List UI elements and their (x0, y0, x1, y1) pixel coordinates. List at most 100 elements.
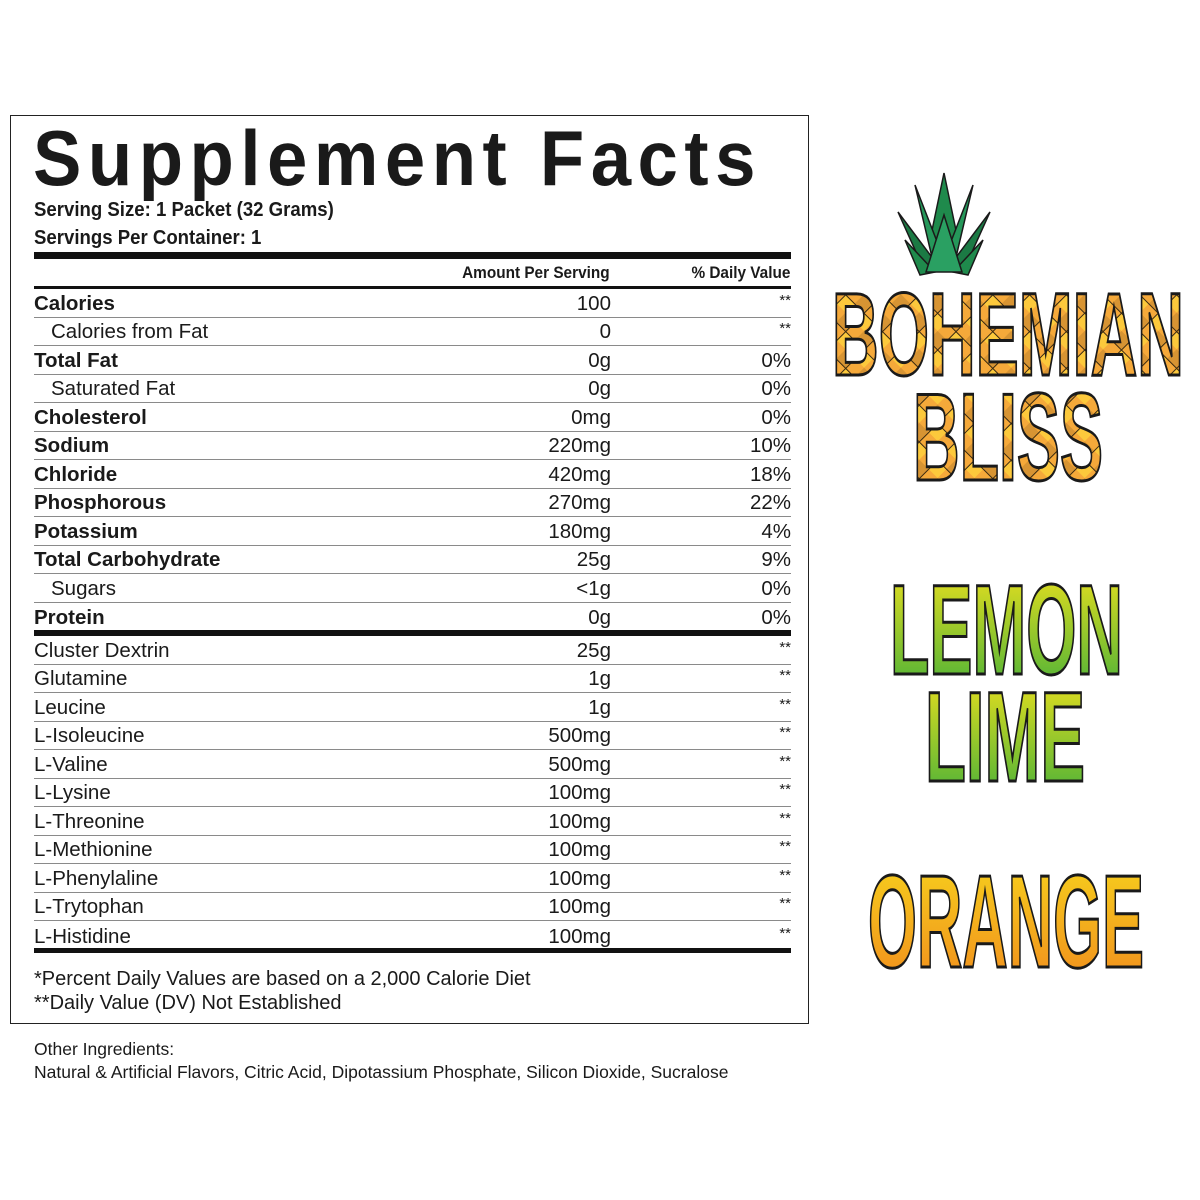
nutrient-amount: 0g (588, 348, 611, 372)
ingredient-row: Glutamine 1g ** (34, 665, 791, 693)
panel-title: Supplement Facts (33, 114, 762, 202)
servings-per-container: Servings Per Container: 1 (34, 227, 262, 249)
nutrient-amount: 25g (576, 548, 611, 571)
nutrient-amount: 0g (588, 377, 611, 400)
nutrient-name: Chloride (34, 462, 118, 486)
nutrient-daily-value: 4% (761, 519, 791, 543)
supplement-facts-panel: Supplement Facts Serving Size: 1 Packet … (10, 115, 809, 1024)
nutrient-name: Total Fat (34, 348, 118, 372)
nutrient-amount: 180mg (548, 519, 611, 543)
footnote-daily-values: *Percent Daily Values are based on a 2,0… (34, 968, 531, 990)
nutrient-row: Calories 100 ** (34, 289, 791, 318)
nutrient-name: Potassium (34, 519, 138, 543)
nutrient-row: Potassium 180mg 4% (34, 517, 791, 546)
ingredient-name: L-Methionine (34, 838, 153, 861)
ingredient-amount: 500mg (548, 752, 611, 776)
flavor-lemon-line1: LEMON (890, 559, 1123, 702)
nutrient-amount: 0g (588, 606, 611, 629)
nutrient-amount: 0mg (571, 405, 611, 429)
flavor-logos: BOHEMIAN BLISS LEMON LIME ORANGE (831, 172, 1186, 990)
nutrient-name: Saturated Fat (51, 377, 176, 400)
ingredient-daily-value: ** (779, 838, 791, 855)
nutrient-name: Total Carbohydrate (34, 548, 221, 571)
ingredient-daily-value: ** (779, 695, 791, 713)
nutrient-name: Calories from Fat (51, 320, 209, 343)
nutrient-daily-value: 0% (761, 576, 791, 600)
ingredient-daily-value: ** (779, 667, 791, 684)
other-ingredients-label: Other Ingredients: (34, 1039, 175, 1059)
ingredient-row: L-Threonine 100mg ** (34, 807, 791, 836)
nutrient-daily-value: 0% (761, 377, 791, 400)
ingredient-name: Cluster Dextrin (34, 638, 170, 662)
ingredient-row: L-Histidine 100mg ** (34, 921, 791, 950)
nutrient-amount: <1g (576, 576, 611, 600)
ingredient-daily-value: ** (779, 866, 791, 884)
nutrient-name: Calories (34, 291, 115, 315)
nutrient-amount: 100 (576, 291, 611, 315)
nutrient-amount: 270mg (548, 491, 611, 514)
nutrient-amount: 0 (599, 320, 611, 343)
ingredient-rows: Cluster Dextrin 25g ** Glutamine 1g ** Leucine… (34, 636, 791, 950)
nutrient-daily-value: ** (779, 291, 791, 309)
nutrient-row: Saturated Fat 0g 0% (34, 375, 791, 403)
ingredient-amount: 25g (576, 638, 611, 662)
nutrient-row: Total Fat 0g 0% (34, 346, 791, 375)
ingredient-name: L-Isoleucine (34, 724, 145, 747)
nutrient-daily-value: 18% (749, 462, 791, 486)
nutrient-amount: 420mg (548, 462, 611, 486)
ingredient-name: Glutamine (34, 667, 128, 690)
nutrient-daily-value: 0% (761, 348, 791, 372)
nutrient-rows: Calories 100 ** Calories from Fat 0 ** Total F… (34, 289, 791, 631)
header-daily-value: % Daily Value (691, 264, 790, 282)
ingredient-name: L-Lysine (34, 781, 111, 804)
footnote-dv-not-established: **Daily Value (DV) Not Established (34, 992, 342, 1014)
nutrient-daily-value: ** (779, 320, 791, 337)
nutrient-amount: 220mg (548, 434, 611, 457)
ingredient-amount: 1g (588, 667, 611, 690)
ingredient-amount: 100mg (548, 838, 611, 861)
nutrient-row: Protein 0g 0% (34, 603, 791, 632)
ingredient-row: Cluster Dextrin 25g ** (34, 636, 791, 665)
ingredient-amount: 100mg (548, 895, 611, 918)
ingredient-amount: 500mg (548, 724, 611, 747)
nutrient-name: Phosphorous (34, 491, 167, 514)
ingredient-daily-value: ** (779, 781, 791, 798)
ingredient-amount: 100mg (548, 866, 611, 890)
nutrient-name: Protein (34, 606, 105, 629)
nutrient-name: Cholesterol (34, 405, 147, 429)
ingredient-row: L-Trytophan 100mg ** (34, 893, 791, 921)
ingredient-daily-value: ** (779, 638, 791, 656)
pineapple-crown-icon (897, 172, 991, 276)
thick-divider (34, 948, 791, 953)
thick-divider (34, 252, 791, 259)
header-divider (34, 286, 791, 289)
ingredient-daily-value: ** (779, 924, 791, 942)
nutrient-row: Total Carbohydrate 25g 9% (34, 546, 791, 574)
ingredient-name: L-Threonine (34, 809, 145, 833)
nutrient-row: Calories from Fat 0 ** (34, 318, 791, 346)
nutrient-row: Phosphorous 270mg 22% (34, 489, 791, 517)
nutrient-daily-value: 10% (749, 434, 791, 457)
ingredient-row: L-Methionine 100mg ** (34, 836, 791, 864)
flavor-bohemian-line2: BLISS (913, 369, 1103, 507)
nutrient-row: Chloride 420mg 18% (34, 460, 791, 489)
ingredient-name: L-Phenylaline (34, 866, 159, 890)
ingredient-row: L-Phenylaline 100mg ** (34, 864, 791, 893)
nutrient-name: Sodium (34, 434, 110, 457)
ingredient-amount: 100mg (548, 924, 611, 948)
nutrient-row: Cholesterol 0mg 0% (34, 403, 791, 432)
ingredient-amount: 1g (588, 695, 611, 719)
nutrient-daily-value: 0% (761, 606, 791, 629)
nutrient-daily-value: 9% (761, 548, 791, 571)
nutrient-daily-value: 22% (749, 491, 791, 514)
ingredient-daily-value: ** (779, 752, 791, 770)
thick-divider (34, 630, 791, 636)
ingredient-name: L-Valine (34, 752, 108, 776)
nutrient-daily-value: 0% (761, 405, 791, 429)
ingredient-amount: 100mg (548, 809, 611, 833)
nutrient-row: Sodium 220mg 10% (34, 432, 791, 460)
ingredient-amount: 100mg (548, 781, 611, 804)
ingredient-name: L-Histidine (34, 924, 131, 948)
header-amount: Amount Per Serving (462, 264, 610, 282)
ingredient-row: L-Isoleucine 500mg ** (34, 722, 791, 750)
